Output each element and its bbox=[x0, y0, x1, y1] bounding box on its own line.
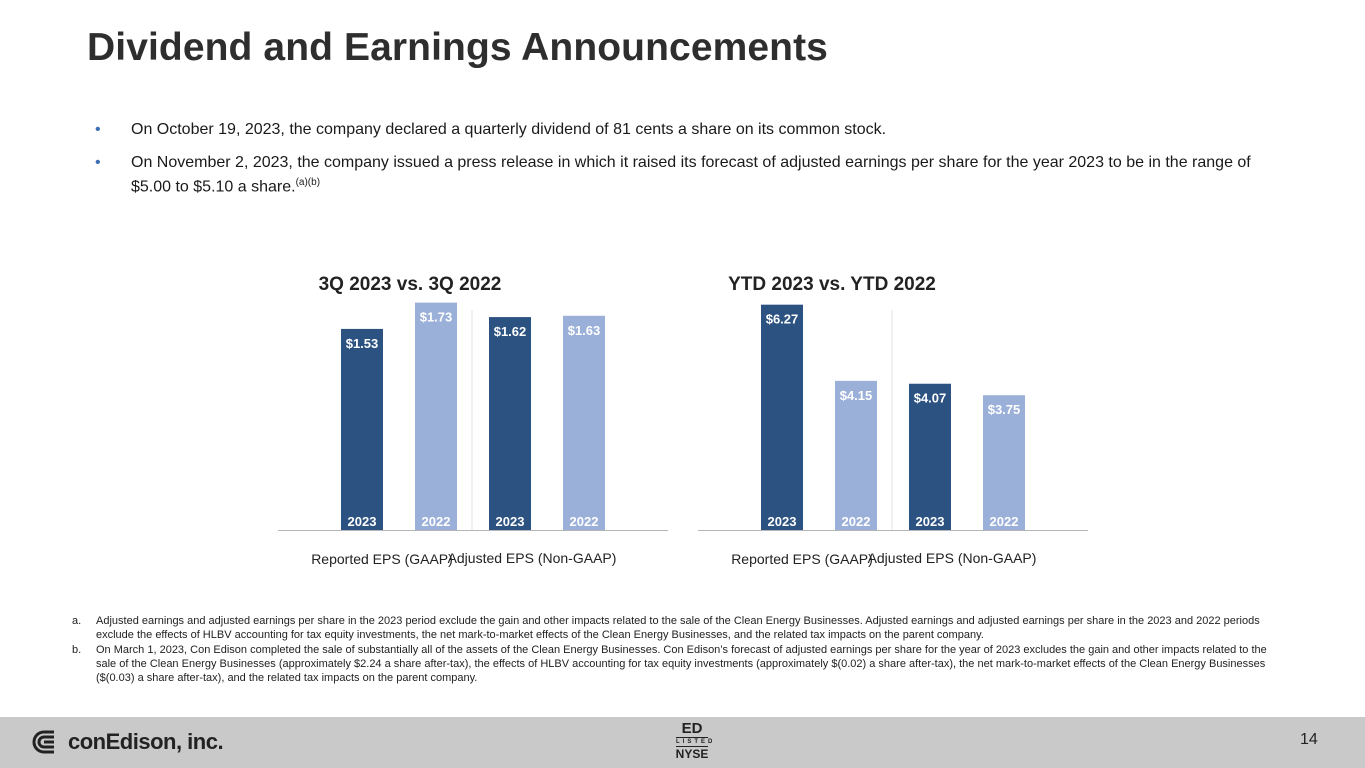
bullet-text: On November 2, 2023, the company issued … bbox=[131, 154, 1251, 196]
bullet-list: • On October 19, 2023, the company decla… bbox=[95, 120, 1275, 210]
nyse-listed-badge: ED LISTED NYSE bbox=[672, 720, 716, 761]
bar-2023 bbox=[761, 304, 803, 530]
chart-ytd-eps: YTD 2023 vs. YTD 2022 $6.27 2023 $4.15 2022 $… bbox=[698, 274, 1088, 567]
bar-2022 bbox=[983, 395, 1025, 530]
bar-year-label: 2023 bbox=[916, 514, 945, 529]
bar-2023 bbox=[489, 317, 531, 530]
footnote-b: b. On March 1, 2023, Con Edison complete… bbox=[72, 643, 1282, 685]
bar-value-label: $4.15 bbox=[840, 388, 873, 403]
bar-value-label: $1.63 bbox=[568, 323, 601, 338]
bullet-text: On October 19, 2023, the company declare… bbox=[131, 121, 887, 138]
conedison-logo: conEdison, inc. bbox=[30, 728, 224, 756]
footnote-reference: (a)(b) bbox=[295, 177, 321, 188]
bar-year-label: 2022 bbox=[990, 514, 1019, 529]
conedison-logo-icon bbox=[32, 730, 54, 754]
bar-2023 bbox=[341, 328, 383, 530]
bar-value-label: $1.62 bbox=[494, 324, 527, 339]
footnote-text: On March 1, 2023, Con Edison completed t… bbox=[96, 644, 1267, 684]
page-number: 14 bbox=[1300, 731, 1318, 748]
bar-value-label: $4.07 bbox=[914, 391, 947, 406]
footnotes: a. Adjusted earnings and adjusted earnin… bbox=[72, 614, 1282, 686]
group-label-adjusted: Adjusted EPS (Non-GAAP) bbox=[868, 550, 1037, 566]
bar-2022 bbox=[835, 380, 877, 530]
footnote-a: a. Adjusted earnings and adjusted earnin… bbox=[72, 614, 1282, 642]
bar-2022 bbox=[563, 315, 605, 530]
bar-2023 bbox=[909, 383, 951, 530]
group-label-adjusted: Adjusted EPS (Non-GAAP) bbox=[448, 550, 617, 566]
logo-text: conEdison, inc. bbox=[68, 729, 224, 754]
nyse-label: NYSE bbox=[675, 747, 709, 761]
bar-year-label: 2023 bbox=[768, 514, 797, 529]
footer-bar: conEdison, inc. ED LISTED NYSE 14 bbox=[0, 717, 1365, 768]
bar-value-label: $6.27 bbox=[766, 312, 799, 327]
bar-year-label: 2022 bbox=[570, 514, 599, 529]
footnote-label: a. bbox=[72, 615, 82, 627]
bullet-item: • On November 2, 2023, the company issue… bbox=[95, 153, 1275, 197]
bar-year-label: 2023 bbox=[496, 514, 525, 529]
group-label-reported: Reported EPS (GAAP) bbox=[311, 551, 453, 567]
bar-year-label: 2023 bbox=[348, 514, 377, 529]
bar-value-label: $1.73 bbox=[420, 310, 453, 325]
bar-year-label: 2022 bbox=[842, 514, 871, 529]
nyse-ticker: ED bbox=[681, 720, 703, 737]
bullet-marker: • bbox=[95, 121, 101, 138]
group-label-reported: Reported EPS (GAAP) bbox=[731, 551, 873, 567]
nyse-listed-label: LISTED bbox=[676, 737, 716, 747]
chart-title: YTD 2023 vs. YTD 2022 bbox=[728, 274, 936, 295]
chart-title: 3Q 2023 vs. 3Q 2022 bbox=[319, 274, 502, 295]
bullet-item: • On October 19, 2023, the company decla… bbox=[95, 120, 1275, 140]
chart-3q-eps: 3Q 2023 vs. 3Q 2022 $1.53 2023 $1.73 2022 $1.… bbox=[278, 274, 668, 567]
bar-value-label: $1.53 bbox=[346, 336, 379, 351]
page-title: Dividend and Earnings Announcements bbox=[87, 26, 828, 69]
bar-year-label: 2022 bbox=[422, 514, 451, 529]
footnote-text: Adjusted earnings and adjusted earnings … bbox=[96, 615, 1260, 641]
bullet-marker: • bbox=[95, 154, 101, 171]
bar-2022 bbox=[415, 302, 457, 530]
footnote-label: b. bbox=[72, 644, 82, 656]
bar-value-label: $3.75 bbox=[988, 402, 1021, 417]
